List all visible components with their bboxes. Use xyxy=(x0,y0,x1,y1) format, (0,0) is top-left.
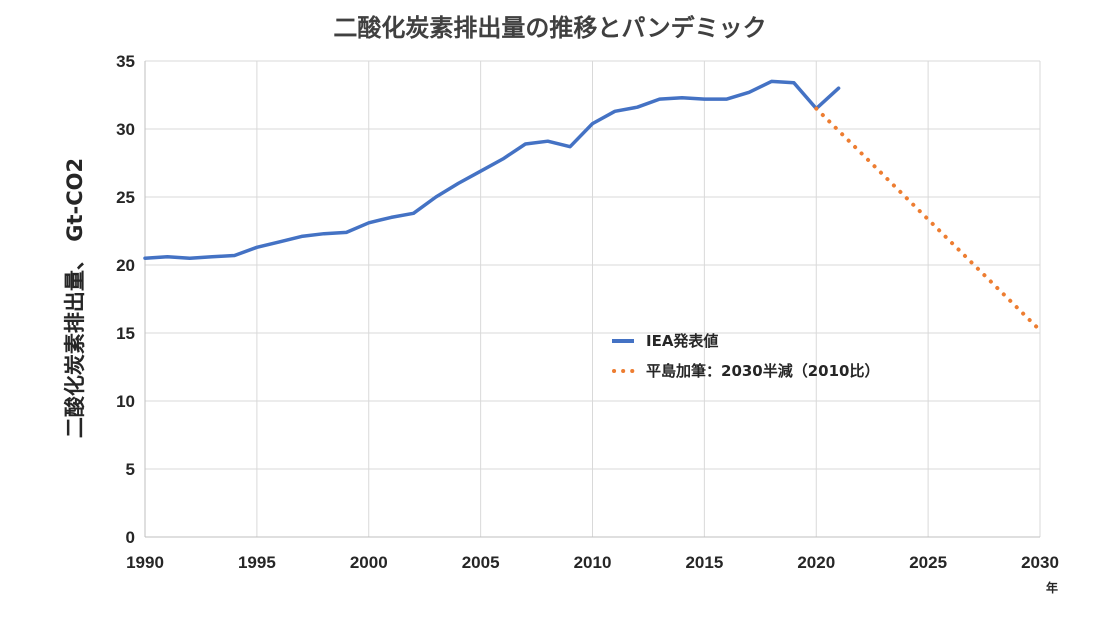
x-tick-label: 2005 xyxy=(462,553,500,572)
x-tick-label: 2030 xyxy=(1021,553,1059,572)
grid-lines xyxy=(145,60,1041,537)
y-tick-label: 5 xyxy=(126,460,135,479)
x-axis-unit: 年 xyxy=(1046,580,1058,595)
y-tick-label: 35 xyxy=(116,52,135,71)
y-tick-label: 20 xyxy=(116,256,135,275)
y-tick-label: 25 xyxy=(116,188,135,207)
y-tick-label: 30 xyxy=(116,120,135,139)
y-axis-label: 二酸化炭素排出量、 Gt-CO2 xyxy=(63,158,87,438)
y-tick-label: 0 xyxy=(126,528,135,547)
series-lines xyxy=(143,79,1042,333)
x-tick-label: 1990 xyxy=(126,553,164,572)
x-axis-ticks: 1990 1995 2000 2005 2010 2015 2020 2025 2030 xyxy=(126,553,1059,572)
x-tick-label: 2000 xyxy=(350,553,388,572)
legend-label-0: IEA発表値 xyxy=(646,332,718,350)
x-tick-label: 1995 xyxy=(238,553,276,572)
x-tick-label: 2015 xyxy=(685,553,723,572)
y-axis-ticks: 0 5 10 15 20 25 30 35 xyxy=(116,52,135,547)
y-tick-label: 15 xyxy=(116,324,135,343)
x-tick-label: 2010 xyxy=(574,553,612,572)
series-line-0 xyxy=(143,79,841,260)
axes xyxy=(144,61,1040,538)
y-tick-label: 10 xyxy=(116,392,135,411)
series-line-1 xyxy=(814,106,1042,333)
x-tick-label: 2020 xyxy=(797,553,835,572)
legend-label-1: 平島加筆：2030半減（2010比） xyxy=(646,362,880,380)
chart-title: 二酸化炭素排出量の推移とパンデミック xyxy=(333,14,766,42)
x-tick-label: 2025 xyxy=(909,553,947,572)
